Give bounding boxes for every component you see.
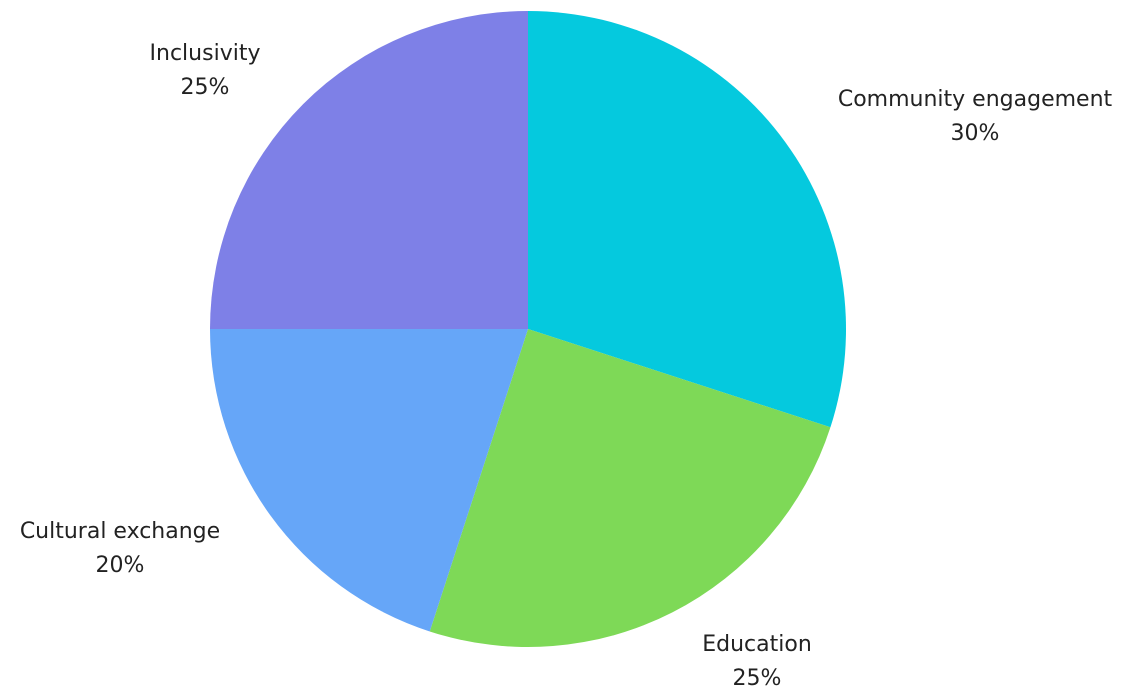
- pie-labels: Community engagement 30% Education 25% Cultu…: [20, 41, 1113, 687]
- slice-label: Inclusivity: [150, 41, 261, 66]
- slice-label: Education: [702, 632, 812, 657]
- pie-slice-cultural-exchange: [209, 329, 528, 632]
- pie-slice-community-engagement: [528, 11, 847, 428]
- slice-value-label: 25%: [733, 666, 782, 687]
- slice-value-label: 30%: [951, 121, 1000, 146]
- slice-value-label: 25%: [181, 75, 230, 100]
- pie-slices: [209, 11, 847, 648]
- slice-value-label: 20%: [96, 553, 145, 578]
- slice-label: Community engagement: [838, 87, 1113, 112]
- pie-slice-education: [429, 329, 831, 648]
- slice-label: Cultural exchange: [20, 519, 220, 544]
- pie-slice-inclusivity: [210, 11, 528, 329]
